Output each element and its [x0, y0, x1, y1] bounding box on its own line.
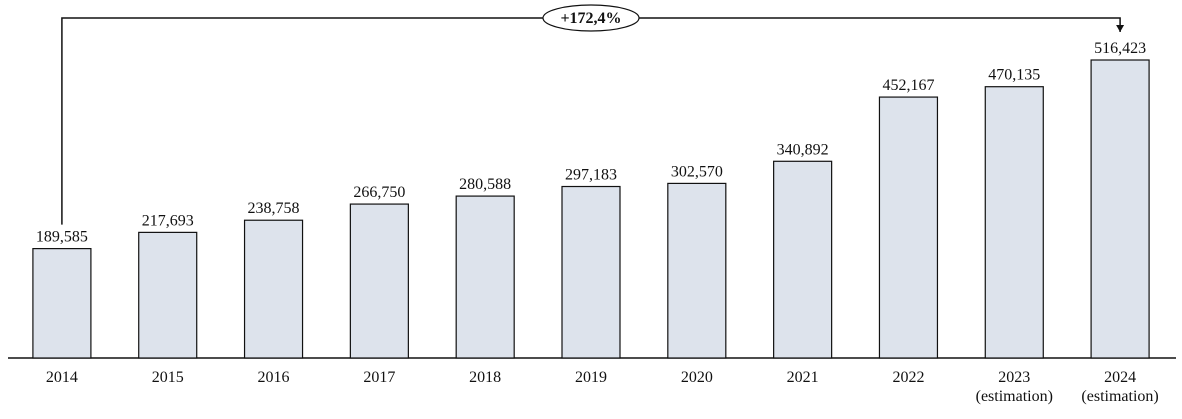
- bar: [138, 231, 198, 359]
- bar: [561, 185, 621, 359]
- value-label: 340,892: [777, 141, 829, 158]
- x-tick-label: 2021: [787, 369, 819, 386]
- bar: [984, 86, 1044, 359]
- x-tick-label: 2015: [152, 369, 184, 386]
- bar: [349, 203, 409, 359]
- value-label: 452,167: [882, 77, 934, 94]
- value-label: 266,750: [353, 184, 405, 201]
- bar: [243, 219, 304, 359]
- bar: [32, 248, 92, 359]
- x-tick-label: 2018: [469, 369, 501, 386]
- value-label: 516,423: [1094, 40, 1146, 57]
- value-label: 189,585: [36, 229, 88, 246]
- arrow-head: [1116, 25, 1125, 32]
- bar: [667, 182, 727, 359]
- bar: [773, 160, 833, 359]
- x-tick-label: 2023 (estimation): [976, 369, 1053, 405]
- annotation-ellipse: [542, 4, 640, 32]
- bar: [1090, 59, 1150, 359]
- bar: [455, 195, 515, 359]
- annotation: +172,4%: [560, 10, 621, 27]
- value-label: 217,693: [142, 212, 194, 229]
- x-tick-label: 2020: [681, 369, 713, 386]
- value-label: 470,135: [988, 67, 1040, 84]
- x-tick-label: 2017: [363, 369, 395, 386]
- x-tick-label: 2019: [575, 369, 607, 386]
- x-tick-label: 2024 (estimation): [1081, 369, 1158, 405]
- x-tick-label: 2014: [46, 369, 78, 386]
- value-label: 297,183: [565, 167, 617, 184]
- x-tick-label: 2022: [892, 369, 924, 386]
- x-tick-label: 2016: [258, 369, 290, 386]
- value-label: 280,588: [459, 176, 511, 193]
- value-label: 238,758: [248, 200, 300, 217]
- bar: [878, 96, 939, 359]
- value-label: 302,570: [671, 163, 723, 180]
